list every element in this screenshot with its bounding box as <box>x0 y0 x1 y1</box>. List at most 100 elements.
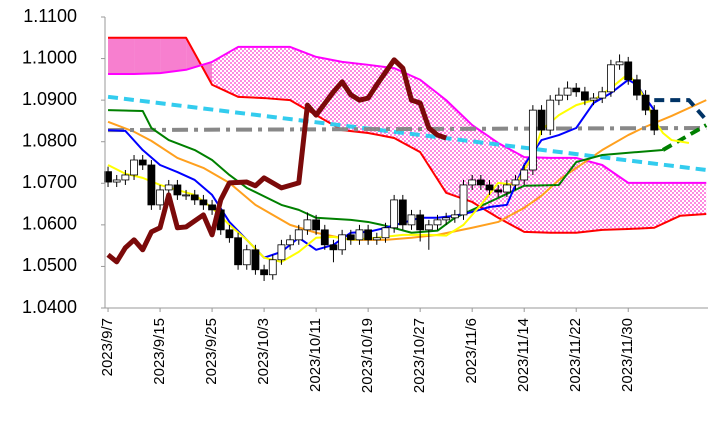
x-tick-label: 2023/11/22 <box>567 318 584 392</box>
candle-body <box>364 229 373 241</box>
candle-body <box>615 61 624 66</box>
candle-body <box>329 244 338 251</box>
candle-body <box>190 194 199 201</box>
cloud-segment <box>654 182 681 228</box>
candle-body <box>476 179 485 186</box>
candle-body <box>407 214 416 226</box>
candle-body <box>520 169 529 181</box>
series-line <box>107 99 707 241</box>
cloud-segment <box>498 142 525 232</box>
series-line <box>108 36 707 234</box>
candle-body <box>624 61 633 81</box>
candle-body <box>208 204 216 211</box>
series-line <box>106 57 447 265</box>
candle-body <box>554 94 563 101</box>
cloud-segment <box>108 37 135 74</box>
candle-body <box>130 159 138 176</box>
candle-body <box>580 91 589 101</box>
candle-body <box>138 159 147 166</box>
candle-body <box>182 194 190 197</box>
x-tick-label: 2023/9/25 <box>203 318 220 385</box>
candle-body <box>398 199 407 226</box>
candle-body <box>268 259 277 276</box>
cloud-segment <box>290 46 317 116</box>
candle-body <box>459 184 468 216</box>
candle-body <box>294 229 303 241</box>
series-line <box>654 98 708 122</box>
y-tick-label: 1.0400 <box>22 297 77 317</box>
x-tick-label: 2023/10/19 <box>359 318 376 393</box>
cloud-segment <box>212 46 239 97</box>
x-tick-label: 2023/10/11 <box>307 318 324 392</box>
candle-body <box>485 184 494 191</box>
candle-body <box>112 179 121 183</box>
candle-body <box>225 229 234 239</box>
candle-body <box>312 219 321 231</box>
candle-body <box>234 237 242 266</box>
candle-body <box>416 214 425 231</box>
candle-body <box>502 184 511 193</box>
candle-body <box>381 227 390 239</box>
candle-body <box>199 199 208 206</box>
cloud-segment <box>680 182 707 216</box>
candle-body <box>537 109 546 131</box>
candle-body <box>468 179 477 186</box>
cloud-segment <box>550 157 577 233</box>
cloud-segment <box>576 157 603 233</box>
candle-body <box>346 234 355 241</box>
x-tick-label: 2023/10/27 <box>411 318 428 393</box>
x-tick-label: 2023/9/15 <box>151 318 168 385</box>
candle-body <box>563 87 572 96</box>
candle-body <box>277 244 286 261</box>
candle-body <box>633 79 641 96</box>
cloud-segment <box>524 157 551 233</box>
candle-body <box>121 174 130 181</box>
candle-body <box>173 184 182 196</box>
x-tick-label: 2023/10/3 <box>255 318 272 385</box>
candle-body <box>433 219 442 226</box>
candle-body <box>156 189 164 206</box>
cloud-segment <box>264 46 291 101</box>
candle-body <box>511 179 520 186</box>
y-tick-label: 1.0500 <box>22 255 77 275</box>
candle-body <box>390 199 399 229</box>
candle-body <box>355 229 364 241</box>
candle-body <box>251 249 260 271</box>
x-tick-label: 2023/11/14 <box>515 318 532 392</box>
series-line <box>108 45 707 184</box>
candle-body <box>450 214 459 219</box>
candle-body <box>338 234 347 251</box>
series-line <box>661 123 708 152</box>
candle-body <box>650 109 659 131</box>
y-tick-label: 1.0700 <box>22 172 77 192</box>
cloud-segment <box>446 100 473 202</box>
cloud-segment <box>368 64 395 138</box>
series-line <box>108 125 707 133</box>
candle-body <box>606 64 615 93</box>
cloud-segment <box>628 182 655 230</box>
cloud-segment <box>238 46 265 99</box>
y-tick-label: 1.0900 <box>22 89 77 109</box>
candle-body <box>528 109 537 171</box>
candle-body <box>286 239 295 246</box>
candle-body <box>641 94 650 111</box>
series-line <box>108 109 663 234</box>
candle-body <box>494 189 503 193</box>
candle-body <box>572 87 581 93</box>
candle-body <box>242 249 251 266</box>
candle-body <box>589 97 598 101</box>
plot <box>104 36 708 281</box>
y-tick-label: 1.1100 <box>23 6 77 26</box>
candle-body <box>260 269 268 276</box>
x-tick-label: 2023/9/7 <box>99 318 116 376</box>
cloud-segment <box>134 37 161 74</box>
x-tick-label: 2023/11/6 <box>463 318 480 384</box>
candle-body <box>546 99 555 131</box>
cloud-segment <box>472 125 499 218</box>
series-line <box>107 94 707 172</box>
candle-body <box>164 184 173 191</box>
x-tick-label: 2023/11/30 <box>619 318 636 392</box>
y-tick-label: 1.0800 <box>22 130 77 150</box>
candle-body <box>320 229 329 246</box>
